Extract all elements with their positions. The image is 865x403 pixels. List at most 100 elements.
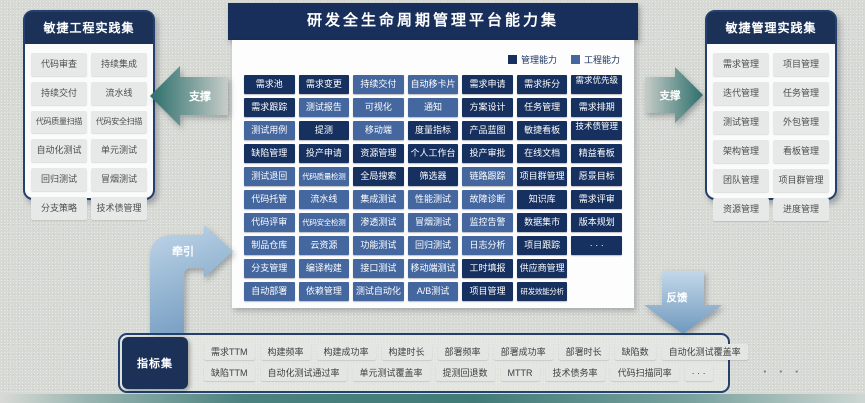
metric-chip: 提测回退数 bbox=[435, 365, 495, 381]
metric-chip: 部署成功率 bbox=[493, 344, 553, 360]
metric-chip: 需求TTM bbox=[204, 344, 255, 360]
capability-chip: 流水线 bbox=[298, 190, 350, 209]
legend-item-management: 管理能力 bbox=[507, 53, 557, 66]
capability-chip: 移动端 bbox=[353, 121, 404, 140]
practice-chip: 团队管理 bbox=[713, 169, 769, 192]
capability-chip: 任务管理 bbox=[516, 98, 568, 117]
practice-chip: 持续交付 bbox=[31, 82, 87, 105]
capability-chip: 需求池 bbox=[244, 75, 295, 94]
capability-chip: 可视化 bbox=[353, 98, 404, 117]
practice-chip: 代码审查 bbox=[31, 53, 87, 76]
capability-row: 测试用例 提测 移动端 度量指标 产品蓝图 敏捷看板 技术债管理 bbox=[244, 121, 622, 140]
capability-grid: 需求池 需求变更 持续交付 自动移卡片 需求申请 需求拆分 需求优先级 需求跟踪 测试报告 可视化… bbox=[232, 72, 634, 301]
capability-chip: 缺陷管理 bbox=[244, 144, 295, 163]
capability-chip: 知识库 bbox=[516, 190, 568, 209]
capability-chip: 需求申请 bbox=[462, 75, 513, 94]
metric-chip: 部署频率 bbox=[437, 344, 488, 360]
capability-chip: 投产申请 bbox=[298, 144, 350, 163]
metric-chip: 构建时长 bbox=[381, 344, 432, 360]
capability-chip: 在线文档 bbox=[516, 144, 568, 163]
capability-chip: 代码托管 bbox=[244, 190, 295, 209]
metrics-rows: 需求TTM 构建频率 构建成功率 构建时长 部署频率 部署成功率 部署时长 缺陷数 自动化测试覆… bbox=[204, 344, 748, 381]
capability-row: 需求池 需求变更 持续交付 自动移卡片 需求申请 需求拆分 需求优先级 bbox=[244, 75, 622, 94]
capability-chip: 持续交付 bbox=[353, 75, 404, 94]
capability-chip: 测试用例 bbox=[244, 121, 295, 140]
capability-chip: 需求评审 bbox=[571, 190, 622, 209]
capability-chip: 需求排期 bbox=[571, 98, 622, 117]
capability-chip: 代码安全检测 bbox=[298, 213, 350, 232]
practice-chip: 需求管理 bbox=[713, 53, 769, 76]
metric-chip: 缺陷数 bbox=[614, 344, 656, 360]
capability-chip: 回归测试 bbox=[407, 236, 459, 255]
metrics-panel: 指标集 需求TTM 构建频率 构建成功率 构建时长 部署频率 部署成功率 部署时长 缺陷数 自动… bbox=[118, 333, 748, 393]
capability-chip: 云资源 bbox=[298, 236, 350, 255]
capability-legend: 管理能力 工程能力 bbox=[232, 40, 634, 72]
capability-chip: 需求优先级 bbox=[571, 75, 622, 94]
capability-row: 代码托管 流水线 集成测试 性能测试 故障诊断 知识库 需求评审 bbox=[244, 190, 622, 209]
practice-chip: 自动化测试 bbox=[31, 139, 87, 162]
capability-chip: 敏捷看板 bbox=[516, 121, 568, 140]
practice-chip: 任务管理 bbox=[773, 82, 829, 105]
capability-chip: 全局搜索 bbox=[353, 167, 404, 186]
capability-row: 制品仓库 云资源 功能测试 回归测试 日志分析 项目跟踪 · · · bbox=[244, 236, 622, 255]
capability-chip: 测试报告 bbox=[298, 98, 350, 117]
capability-row: 代码评审 代码安全检测 渗透测试 冒烟测试 监控告警 数据集市 版本规划 bbox=[244, 213, 622, 232]
capability-chip: 版本规划 bbox=[571, 213, 622, 232]
capability-chip: 日志分析 bbox=[462, 236, 513, 255]
bottom-accent-bar bbox=[0, 394, 865, 403]
capability-chip: 性能测试 bbox=[407, 190, 459, 209]
feedback-arrow-label: 反馈 bbox=[667, 291, 688, 304]
practice-chip: 外包管理 bbox=[773, 111, 829, 134]
capability-row: 测试退回 代码质量检测 全局搜索 筛选器 链路跟踪 项目群管理 愿景目标 bbox=[244, 167, 622, 186]
practice-chip: 技术债管理 bbox=[91, 197, 147, 220]
capability-chip: 需求变更 bbox=[298, 75, 350, 94]
metric-chip: 缺陷TTM bbox=[204, 365, 255, 381]
capability-chip: 需求拆分 bbox=[516, 75, 568, 94]
metric-chip: 部署时长 bbox=[558, 344, 609, 360]
metric-chip: MTTR bbox=[500, 365, 540, 381]
capability-row: 需求跟踪 测试报告 可视化 通知 方案设计 任务管理 需求排期 bbox=[244, 98, 622, 117]
practice-chip: 回归测试 bbox=[31, 168, 87, 191]
practice-chip: 代码质量扫描 bbox=[31, 111, 87, 133]
capability-chip: 接口测试 bbox=[353, 259, 404, 278]
platform-body: 管理能力 工程能力 需求池 需求变更 持续交付 自动移卡片 需求申请 需求拆分 需求优先级需… bbox=[232, 40, 634, 308]
platform-capability-panel: 研发全生命周期管理平台能力集 管理能力 工程能力 需求池 需求变更 持续交付 自动移卡… bbox=[228, 3, 638, 308]
metric-chip: · · · bbox=[684, 365, 713, 381]
capability-chip: 技术债管理 bbox=[571, 121, 622, 140]
capability-chip: 产品蓝图 bbox=[462, 121, 513, 140]
metrics-overflow-dots: · · · bbox=[763, 364, 804, 379]
practice-chip: 单元测试 bbox=[91, 139, 147, 162]
capability-chip: 制品仓库 bbox=[244, 236, 295, 255]
capability-chip: 自动移卡片 bbox=[407, 75, 459, 94]
practice-chip: 持续集成 bbox=[91, 53, 147, 76]
metric-chip: 自动化测试覆盖率 bbox=[661, 344, 748, 360]
practice-chip: 冒烟测试 bbox=[91, 168, 147, 191]
capability-chip: 集成测试 bbox=[353, 190, 404, 209]
pull-arrow-label: 牵引 bbox=[172, 244, 194, 258]
practice-chip: 架构管理 bbox=[713, 140, 769, 163]
capability-chip: 资源管理 bbox=[353, 144, 404, 163]
right-panel-items: 需求管理 项目管理 迭代管理 任务管理 测试管理 外包管理 架构管理 看板管理 团队管理 项目群管… bbox=[707, 44, 835, 230]
capability-chip: 测试自动化 bbox=[353, 282, 404, 301]
capability-chip: 冒烟测试 bbox=[407, 213, 459, 232]
capability-chip: 移动端测试 bbox=[407, 259, 459, 278]
capability-row: 缺陷管理 投产申请 资源管理 个人工作台 投产审批 在线文档 精益看板 bbox=[244, 144, 622, 163]
capability-chip: 代码评审 bbox=[244, 213, 295, 232]
metric-chip: 自动化测试通过率 bbox=[260, 365, 347, 381]
capability-chip: · · · bbox=[571, 236, 622, 255]
capability-chip: 度量指标 bbox=[407, 121, 459, 140]
capability-chip: A/B测试 bbox=[407, 282, 459, 301]
practice-chip: 资源管理 bbox=[713, 198, 769, 221]
agile-engineering-practices-panel: 敏捷工程实践集 代码审查 持续集成 持续交付 流水线 代码质量扫描 代码安全扫描 自动化测试… bbox=[23, 10, 155, 220]
capability-row: 自动部署 依赖管理 测试自动化 A/B测试 项目管理 研发效能分析 bbox=[244, 282, 622, 301]
management-swatch-icon bbox=[507, 55, 517, 64]
right-panel-title: 敏捷管理实践集 bbox=[707, 12, 835, 44]
practice-chip: 迭代管理 bbox=[713, 82, 769, 105]
agile-management-practices-panel: 敏捷管理实践集 需求管理 项目管理 迭代管理 任务管理 测试管理 外包管理 架构管理 看板管理… bbox=[705, 10, 837, 221]
metric-chip: 构建成功率 bbox=[316, 344, 376, 360]
practice-chip: 项目群管理 bbox=[773, 169, 829, 192]
feedback-arrow: 反馈 bbox=[644, 271, 722, 334]
metrics-row-1: 需求TTM 构建频率 构建成功率 构建时长 部署频率 部署成功率 部署时长 缺陷数 自动化测试覆… bbox=[204, 344, 748, 360]
capability-chip: 方案设计 bbox=[462, 98, 513, 117]
capability-chip: 代码质量检测 bbox=[298, 167, 350, 186]
